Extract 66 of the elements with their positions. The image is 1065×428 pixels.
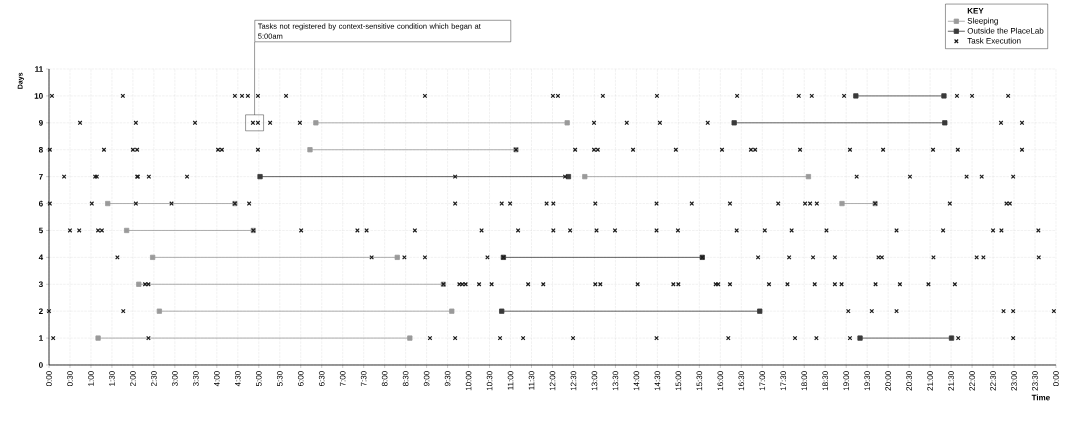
x-tick-label: 4:00 (213, 371, 220, 387)
y-tick-label: 6 (38, 200, 43, 207)
x-tick-label: 8:00 (381, 371, 388, 387)
x-tick-label: 15:30 (696, 371, 703, 391)
x-tick-label: 0:00 (46, 371, 52, 387)
x-tick-label: 11:00 (507, 371, 514, 390)
x-tick-label: 18:00 (801, 371, 808, 391)
legend-label: Sleeping (967, 17, 998, 26)
x-tick-label: 17:00 (759, 371, 766, 391)
y-tick-label: 8 (38, 146, 43, 153)
x-tick-label: 11:30 (528, 371, 535, 390)
x-tick-label: 20:30 (906, 371, 912, 391)
x-tick-label: 12:00 (549, 371, 556, 391)
y-tick-label: 10 (34, 93, 43, 99)
x-tick-label: 6:30 (318, 371, 325, 387)
y-tick-label: 5 (38, 227, 43, 234)
legend-title: KEY (967, 8, 984, 14)
x-tick-label: 14:30 (654, 371, 661, 391)
x-tick-label: 20:00 (885, 371, 891, 391)
x-tick-label: 21:00 (927, 371, 933, 391)
x-tick-label: 6:00 (297, 371, 304, 387)
x-tick-label: 9:00 (423, 371, 430, 387)
x-tick-label: 3:30 (193, 371, 199, 387)
x-tick-label: 7:00 (339, 371, 346, 387)
x-tick-label: 21:30 (948, 371, 954, 391)
x-tick-label: 2:00 (130, 371, 136, 387)
y-tick-label: 11 (35, 66, 43, 72)
x-tick-label: 23:00 (1011, 371, 1017, 391)
legend-label: Task Execution (967, 37, 1021, 44)
x-tick-label: 5:30 (276, 371, 283, 387)
x-axis-title: Time (1031, 394, 1050, 401)
x-tick-label: 17:30 (780, 371, 787, 391)
x-tick-label: 23:30 (1032, 371, 1038, 391)
x-tick-label: 10:00 (465, 371, 472, 391)
x-tick-label: 16:30 (738, 371, 745, 391)
x-tick-label: 0:00 (1053, 371, 1059, 387)
x-tick-label: 22:30 (990, 371, 996, 391)
y-tick-label: 7 (39, 173, 43, 180)
y-tick-label: 0 (39, 362, 43, 368)
x-tick-label: 7:30 (360, 371, 367, 387)
y-tick-label: 4 (38, 254, 44, 261)
x-tick-label: 4:30 (234, 371, 241, 387)
x-tick-label: 16:00 (717, 371, 724, 391)
x-tick-label: 8:30 (402, 371, 409, 387)
x-tick-label: 13:30 (612, 371, 619, 391)
x-tick-label: 19:30 (864, 371, 870, 391)
legend-label: Outside the PlaceLab (967, 27, 1044, 34)
x-tick-label: 18:30 (822, 371, 829, 391)
x-tick-label: 1:00 (88, 371, 94, 386)
x-tick-label: 13:00 (591, 371, 598, 391)
x-tick-label: 12:30 (570, 371, 577, 391)
x-tick-label: 14:00 (633, 371, 640, 391)
x-tick-label: 0:30 (67, 371, 73, 387)
x-tick-label: 10:30 (486, 371, 493, 391)
y-tick-label: 3 (38, 281, 43, 288)
x-tick-label: 1:30 (109, 371, 115, 386)
x-tick-label: 5:00 (255, 371, 262, 387)
x-tick-label: 2:30 (151, 371, 157, 387)
x-tick-label: 22:00 (969, 371, 975, 391)
y-tick-label: 2 (38, 308, 43, 314)
x-tick-label: 19:00 (843, 371, 850, 391)
x-tick-label: 15:00 (675, 371, 682, 391)
x-tick-label: 3:00 (172, 371, 178, 387)
y-tick-label: 1 (39, 335, 43, 341)
x-tick-label: 9:30 (444, 371, 451, 387)
y-tick-label: 9 (38, 119, 43, 126)
